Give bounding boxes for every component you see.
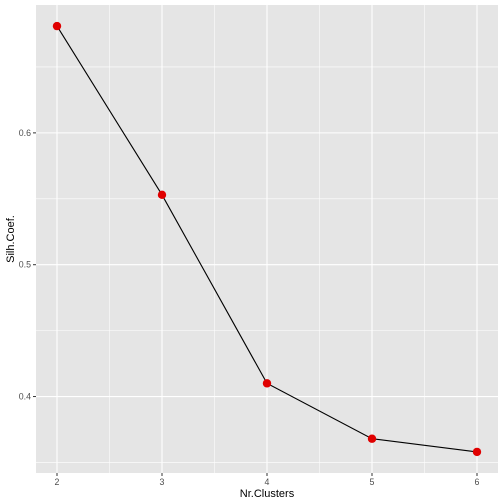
series-layer: [52, 21, 482, 457]
y-tick-label: 0.5: [19, 260, 31, 270]
major-gridlines: [36, 5, 498, 473]
data-point: [367, 434, 377, 443]
y-tick-label: 0.6: [19, 128, 31, 138]
data-point: [52, 21, 62, 31]
x-axis-title: Nr.Clusters: [240, 488, 295, 500]
y-axis-title: Silh.Coef.: [5, 215, 17, 263]
x-tick-label: 4: [265, 477, 270, 487]
x-axis-ticks: 2 3 4 5 6: [55, 473, 480, 487]
data-point: [262, 379, 272, 388]
data-point: [472, 447, 482, 457]
y-tick-label: 0.4: [19, 392, 31, 402]
y-axis-ticks: 0.4 0.5 0.6: [19, 128, 36, 402]
x-tick-label: 6: [475, 477, 480, 487]
x-tick-label: 2: [55, 477, 60, 487]
data-point: [157, 190, 167, 200]
x-tick-label: 5: [370, 477, 375, 487]
x-tick-label: 3: [160, 477, 165, 487]
